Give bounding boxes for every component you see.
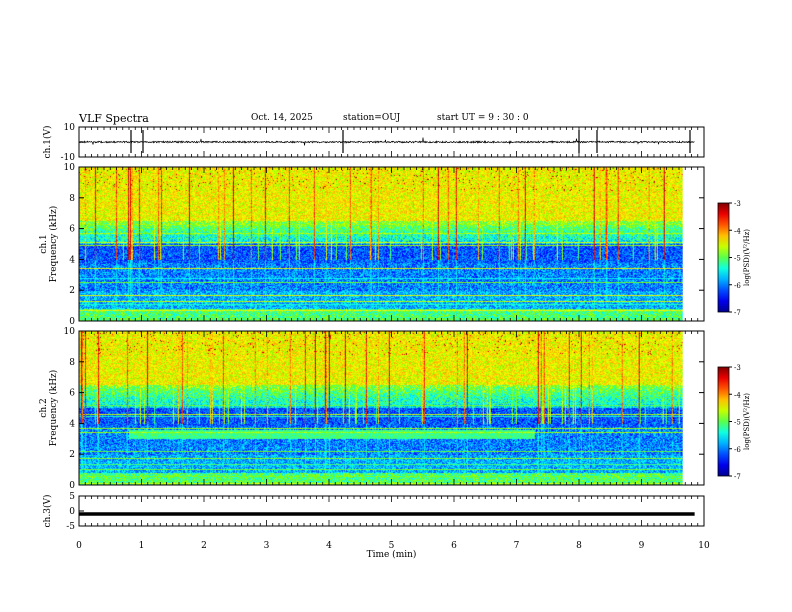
x-tick-label: 7: [514, 541, 520, 551]
ch3-ylabel: ch.3(V): [42, 495, 53, 528]
start-time-label: start UT = 9 : 30 : 0: [437, 113, 529, 123]
chart-title: VLF Spectra: [79, 112, 149, 125]
ch1-channel-label: ch.1: [39, 234, 49, 253]
x-tick-label: 5: [389, 541, 395, 551]
ch3-ytick-label: -5: [66, 522, 75, 532]
ch2-colorbar-tick-label: -7: [734, 473, 741, 481]
ch1-colorbar-tick-label: -3: [734, 200, 741, 208]
ch2-freq-label: Frequency (kHz): [48, 370, 59, 447]
x-tick-label: 9: [639, 541, 645, 551]
ch3-ytick-label: 0: [69, 507, 75, 517]
ch1-waveform-trace: [78, 137, 695, 146]
ch1-spectrogram-image: [79, 167, 695, 321]
x-tick-label: 8: [576, 541, 582, 551]
ch2-colorbar-tick-label: -5: [734, 419, 741, 427]
ch1-colorbar-tick-label: -5: [734, 255, 741, 263]
x-tick-label: 10: [698, 541, 710, 551]
ch3-ytick-label: 5: [69, 492, 75, 502]
station-label: station=OUJ: [343, 113, 401, 123]
ch1-ytick-label: 2: [69, 286, 75, 296]
ch1-colorbar: [717, 202, 730, 313]
ch2-channel-label: ch.2: [39, 398, 49, 417]
ch1-ytick-label: 6: [69, 225, 75, 235]
ch1-ytick-label: 0: [69, 317, 75, 327]
ch1-ytick-label: 10: [64, 123, 76, 133]
x-tick-label: 2: [201, 541, 207, 551]
ch1-ytick-label: 10: [64, 163, 76, 173]
ch2-ytick-label: 10: [64, 327, 76, 337]
ch1-ytick-label: 4: [69, 255, 75, 265]
ch2-spectrogram-image: [79, 331, 695, 485]
ch2-colorbar-tick-label: -4: [734, 391, 741, 399]
x-axis-label: Time (min): [367, 549, 417, 560]
ch2-colorbar: [717, 366, 730, 477]
ch1-freq-label: Frequency (kHz): [48, 206, 59, 283]
ch2-ytick-label: 8: [69, 358, 75, 368]
ch1-colorbar-tick-label: -4: [734, 227, 741, 235]
x-tick-label: 4: [326, 541, 332, 551]
ch2-ytick-label: 2: [69, 450, 75, 460]
ch2-colorbar-label: log(PSD)(V²/Hz): [743, 393, 751, 450]
ch2-colorbar-tick-label: -3: [734, 364, 741, 372]
ch2-ytick-label: 4: [69, 419, 75, 429]
ch1-ytick-label: -10: [61, 153, 76, 163]
date-label: Oct. 14, 2025: [251, 113, 313, 123]
ch2-ytick-label: 6: [69, 389, 75, 399]
ch1-colorbar-tick-label: -7: [734, 309, 741, 317]
ch2-colorbar-tick-label: -6: [734, 446, 741, 454]
x-tick-label: 6: [451, 541, 457, 551]
ch1-colorbar-tick-label: -6: [734, 282, 741, 290]
x-tick-label: 0: [76, 541, 82, 551]
ch1-colorbar-label: log(PSD)(V²/Hz): [743, 229, 751, 286]
x-tick-label: 1: [139, 541, 145, 551]
ch2-ytick-label: 0: [69, 481, 75, 491]
ch1-ytick-label: 8: [69, 194, 75, 204]
x-tick-label: 3: [264, 541, 270, 551]
ch1-ylabel: ch.1(V): [42, 126, 53, 159]
